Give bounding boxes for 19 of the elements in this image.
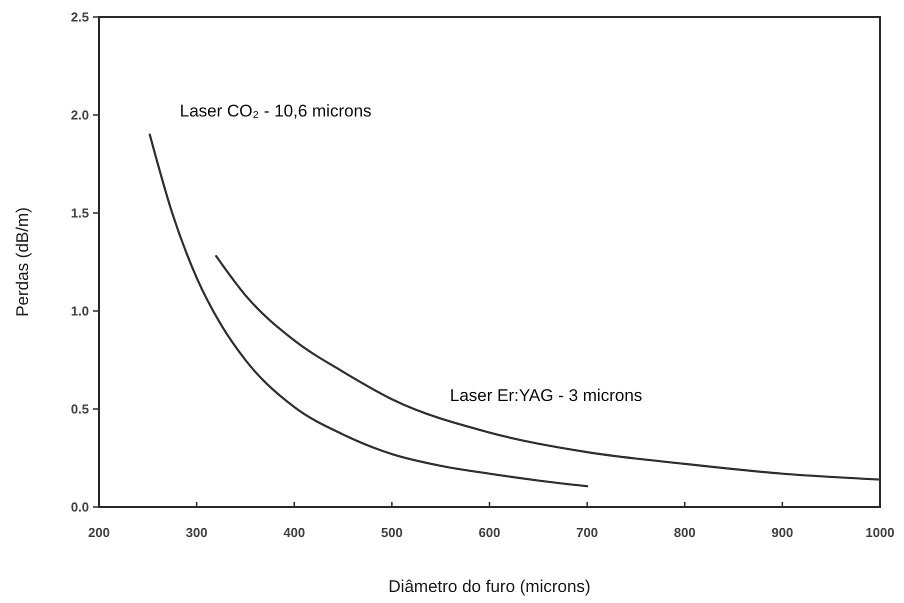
x-tick-label: 300 bbox=[186, 525, 208, 540]
y-tick-label: 2.0 bbox=[70, 108, 89, 123]
y-tick-label: 0.0 bbox=[70, 500, 89, 515]
y-tick-label: 0.5 bbox=[70, 402, 89, 417]
y-tick-label: 1.0 bbox=[70, 304, 89, 319]
x-tick-label: 900 bbox=[772, 525, 794, 540]
x-tick-label: 600 bbox=[478, 525, 500, 540]
series-label: Laser CO₂ - 10,6 microns bbox=[180, 102, 372, 121]
x-tick-label: 200 bbox=[88, 525, 110, 540]
y-axis-title: Perdas (dB/m) bbox=[13, 207, 32, 317]
x-tick-label: 400 bbox=[283, 525, 306, 540]
x-tick-label: 700 bbox=[576, 525, 598, 540]
x-tick-label: 1000 bbox=[866, 525, 894, 540]
y-tick-label: 2.5 bbox=[70, 10, 89, 25]
series-label: Laser Er:YAG - 3 microns bbox=[450, 386, 642, 406]
x-tick-label: 800 bbox=[674, 525, 696, 540]
x-axis-title: Diâmetro do furo (microns) bbox=[388, 577, 591, 596]
y-tick-label: 1.5 bbox=[70, 206, 89, 221]
x-tick-label: 500 bbox=[381, 525, 403, 540]
